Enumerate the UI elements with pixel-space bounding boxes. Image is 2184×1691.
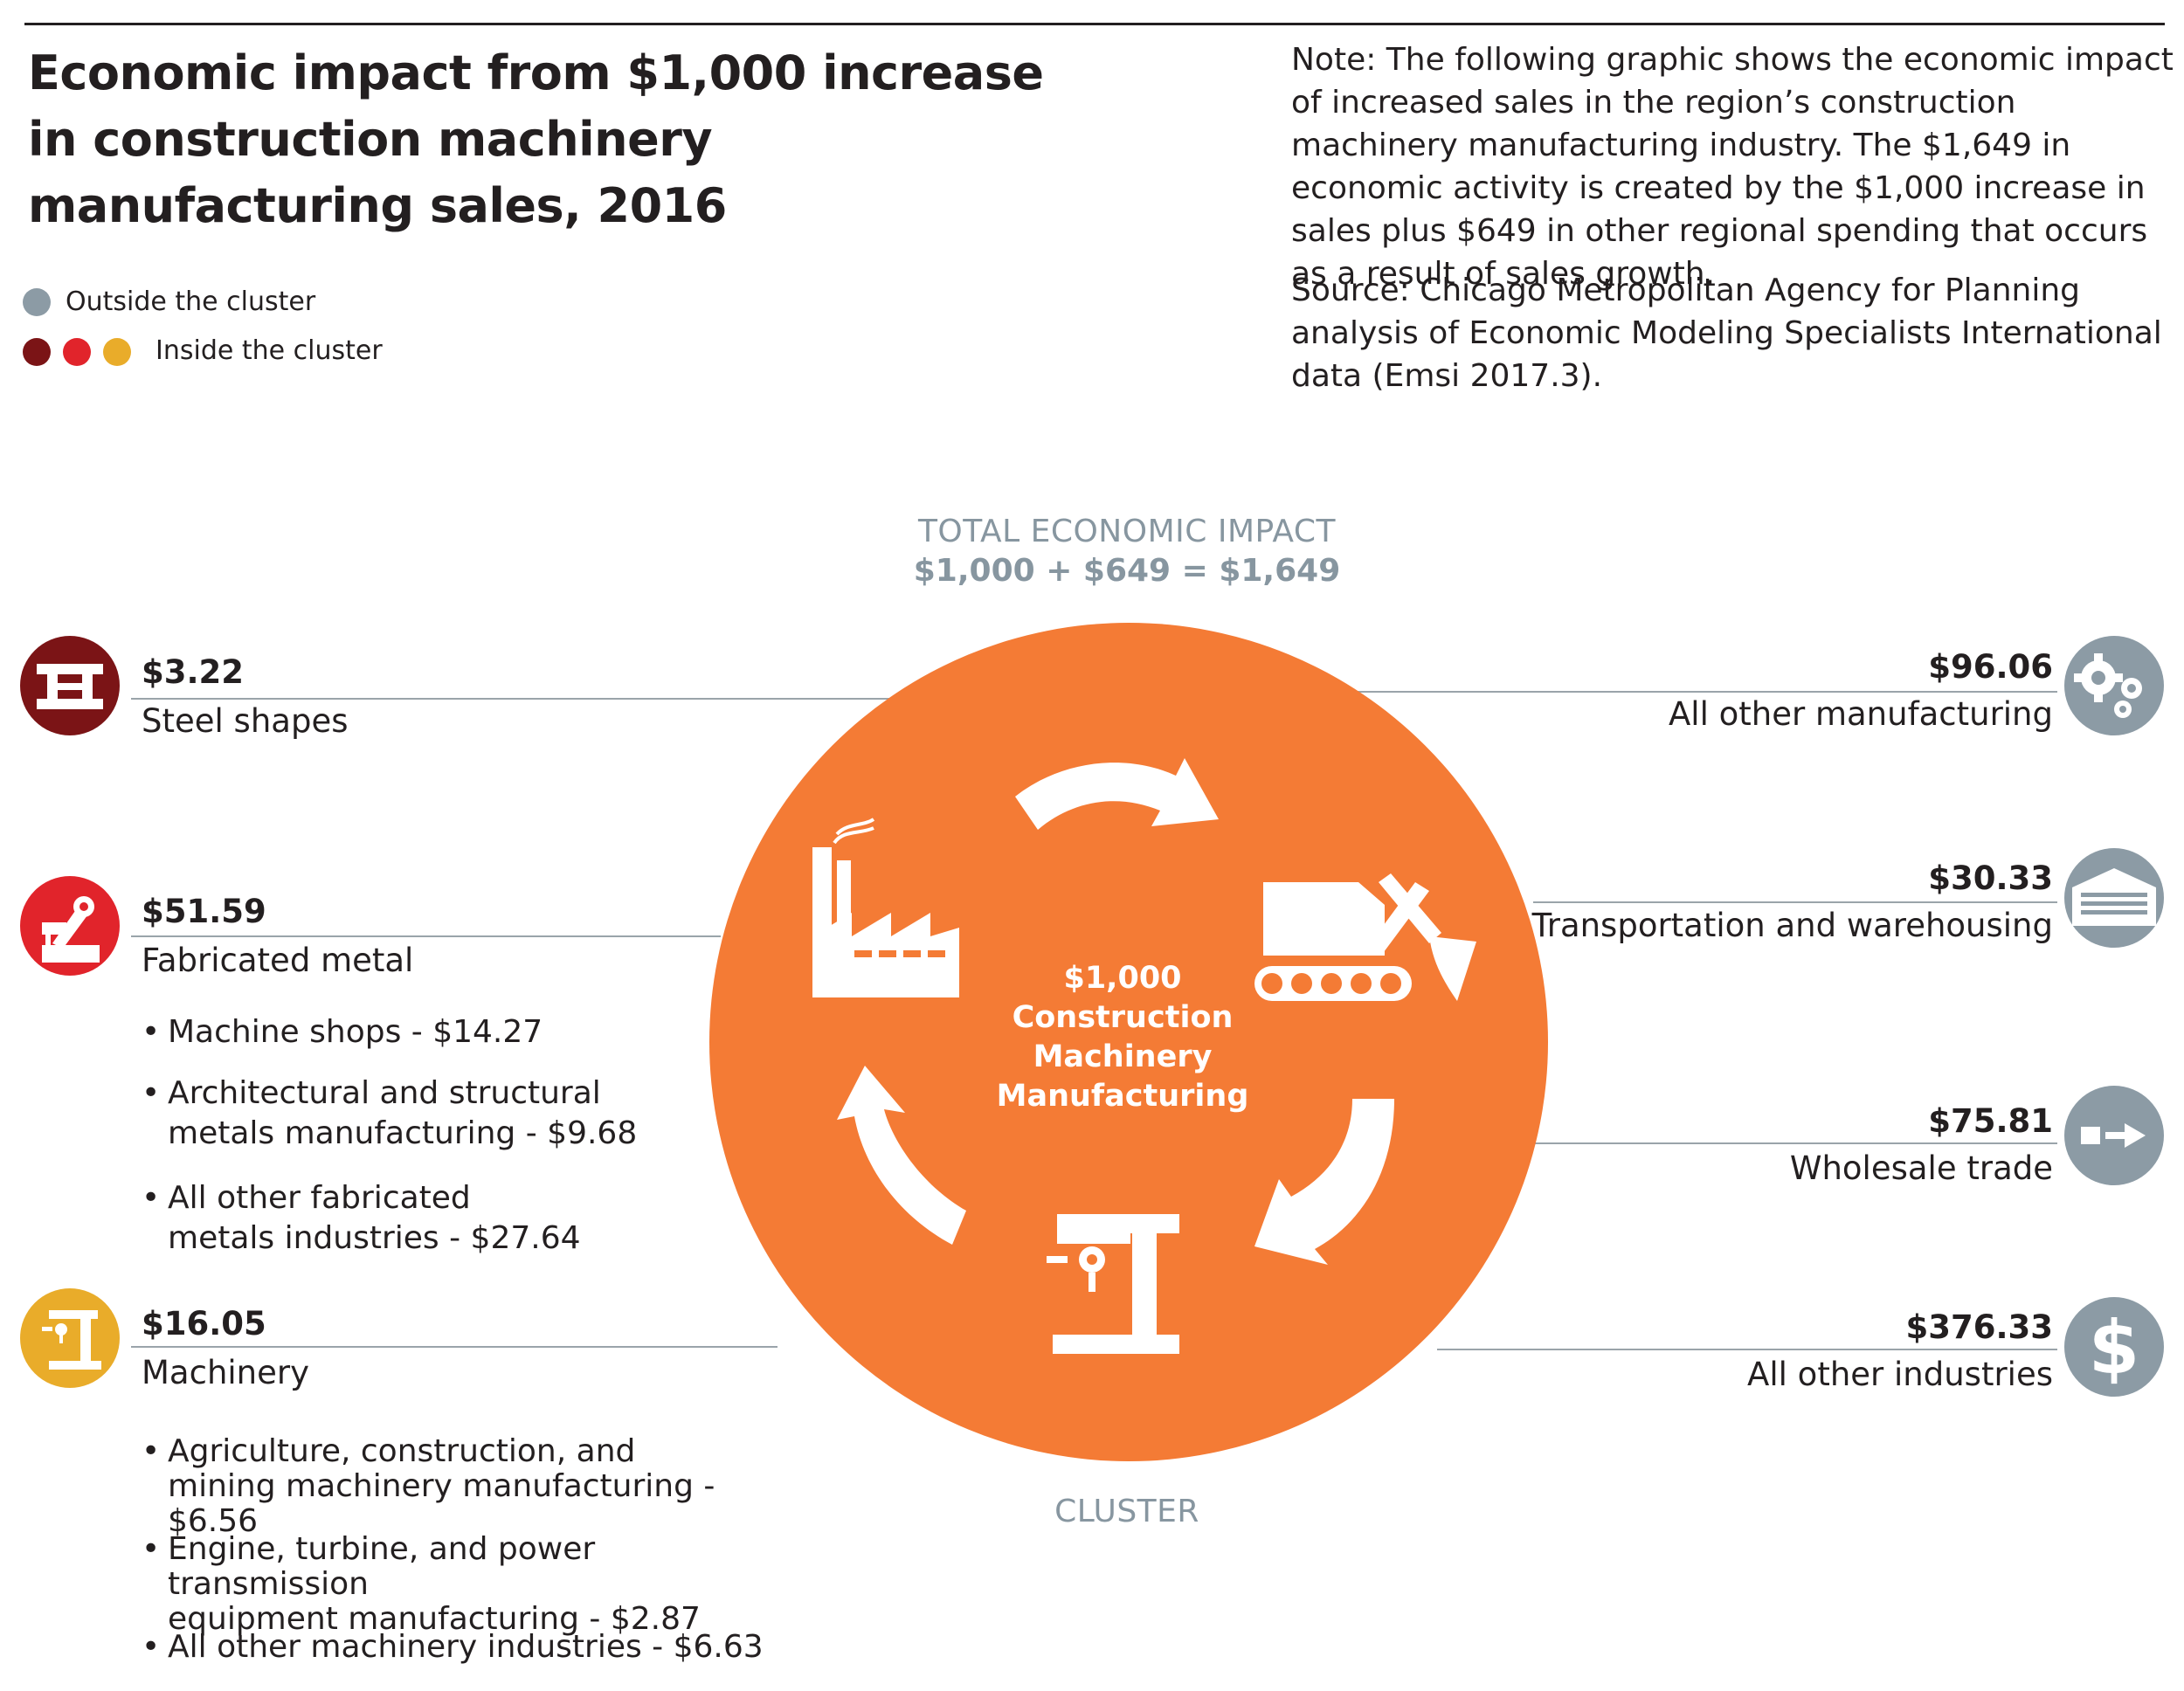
drill-press-icon — [20, 1288, 120, 1388]
legend-dot-inside-2 — [63, 338, 91, 366]
steel-value: $3.22 — [142, 653, 245, 691]
fabricated-value: $51.59 — [142, 893, 266, 930]
total-impact-label: TOTAL ECONOMIC IMPACT — [917, 514, 1337, 549]
center-line-2: Construction — [1012, 1000, 1234, 1035]
steel-label: Steel shapes — [142, 702, 349, 740]
other-industries-label: All other industries — [1747, 1356, 2053, 1393]
fabricated-bullet-1: • Machine shops - $14.27 — [142, 1014, 543, 1050]
manufacturing-label: All other manufacturing — [1668, 695, 2053, 733]
center-amount: $1,000 — [1063, 961, 1182, 996]
svg-text:$: $ — [2089, 1305, 2139, 1391]
connector-lines — [131, 691, 2057, 1350]
cluster-circle — [709, 623, 1548, 1461]
center-line-4: Manufacturing — [996, 1079, 1249, 1114]
gears-icon — [2064, 636, 2164, 735]
transport-label: Transportation and warehousing — [1531, 907, 2053, 944]
fabricated-bullet-3: • All other fabricated metals industries… — [142, 1180, 581, 1256]
machinery-bullet-1: • Agriculture, construction, and mining … — [142, 1433, 715, 1539]
center-line-3: Machinery — [1033, 1039, 1213, 1074]
legend-label-inside: Inside the cluster — [156, 335, 383, 366]
bullet-dot: • — [142, 1433, 161, 1469]
bullet-dot: • — [142, 1014, 161, 1050]
fabricated-bullet-2: • Architectural and structural metals ma… — [142, 1075, 638, 1151]
cluster-label: CLUSTER — [1054, 1494, 1199, 1529]
total-impact-equation: $1,000 + $649 = $1,649 — [913, 553, 1341, 589]
other-industries-value: $376.33 — [1905, 1308, 2053, 1346]
machinery-value: $16.05 — [142, 1305, 266, 1342]
robotic-arm-icon — [20, 876, 120, 976]
dollar-icon: $ — [2064, 1297, 2164, 1397]
manufacturing-value: $96.06 — [1928, 648, 2053, 686]
factory-icon — [812, 818, 959, 997]
legend-dot-outside — [23, 288, 51, 316]
note-text: Note: The following graphic shows the ec… — [1291, 42, 2174, 292]
machinery-bullet-3: • All other machinery industries - $6.63 — [142, 1629, 764, 1665]
transport-value: $30.33 — [1928, 859, 2053, 897]
fabricated-label: Fabricated metal — [142, 942, 414, 979]
excavator-icon — [1254, 873, 1476, 1001]
legend-label-outside: Outside the cluster — [66, 286, 316, 317]
warehouse-icon — [2064, 848, 2164, 948]
center-text: $1,000 Construction Machinery Manufactur… — [978, 959, 1267, 1116]
bullet-dot: • — [142, 1629, 161, 1665]
wholesale-value: $75.81 — [1928, 1102, 2053, 1140]
drill-press-icon-center — [1047, 1214, 1179, 1354]
arrow-right — [1254, 1099, 1394, 1265]
cycle-arrows-icon — [837, 758, 1394, 1265]
arrow-left — [837, 1066, 966, 1245]
arrow-top — [1015, 758, 1219, 830]
machinery-bullet-2: • Engine, turbine, and power transmissio… — [142, 1531, 701, 1637]
bullet-dot: • — [142, 1531, 161, 1567]
wholesale-label: Wholesale trade — [1789, 1149, 2053, 1187]
legend-dot-inside-3 — [103, 338, 131, 366]
legend-dot-inside-1 — [23, 338, 51, 366]
bullet-dot: • — [142, 1180, 161, 1216]
source-text: Source: Chicago Metropolitan Agency for … — [1291, 273, 2162, 394]
steel-beam-icon — [20, 636, 120, 735]
page-title: Economic impact from $1,000 increase in … — [28, 45, 1044, 233]
forklift-arrow-icon — [2064, 1086, 2164, 1185]
top-rule — [24, 23, 2165, 25]
bullet-dot: • — [142, 1075, 161, 1111]
machinery-label: Machinery — [142, 1354, 309, 1391]
